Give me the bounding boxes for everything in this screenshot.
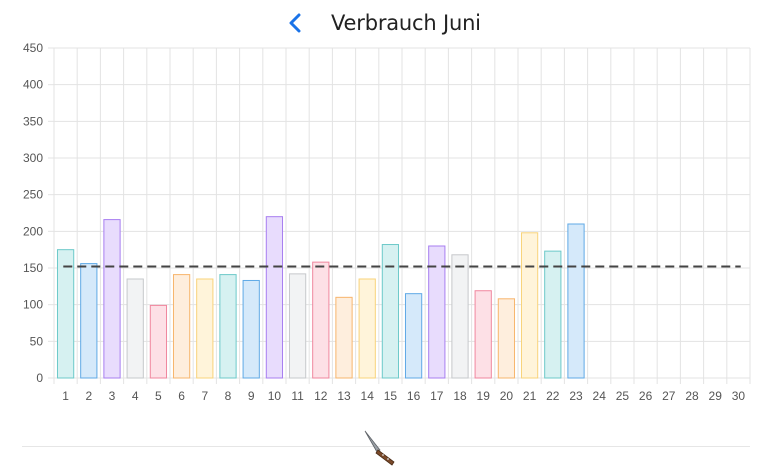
x-tick-label: 5 <box>155 389 162 403</box>
x-tick-label: 29 <box>709 389 723 403</box>
y-tick-label: 150 <box>23 261 43 275</box>
x-tick-label: 8 <box>225 389 232 403</box>
x-tick-label: 10 <box>268 389 282 403</box>
bar-day-6 <box>172 274 191 379</box>
bar-day-2 <box>80 263 98 379</box>
y-tick-label: 250 <box>23 188 43 202</box>
bar-day-14 <box>358 278 376 379</box>
bar-day-18 <box>451 254 469 379</box>
bar-day-16 <box>404 293 423 379</box>
bar-day-4 <box>126 278 144 379</box>
x-tick-label: 4 <box>132 389 139 403</box>
page-title: Verbrauch Juni <box>331 11 481 35</box>
bar-day-8 <box>219 274 237 379</box>
y-tick-label: 0 <box>36 371 43 385</box>
x-tick-label: 12 <box>314 389 328 403</box>
y-tick-label: 300 <box>23 151 43 165</box>
chevron-left-icon <box>289 13 301 33</box>
x-tick-label: 17 <box>430 389 444 403</box>
bar-day-12 <box>312 261 330 379</box>
x-tick-label: 28 <box>685 389 699 403</box>
x-tick-label: 25 <box>616 389 630 403</box>
x-tick-label: 1 <box>62 389 69 403</box>
x-tick-label: 14 <box>361 389 375 403</box>
x-tick-label: 18 <box>453 389 467 403</box>
bar-day-23 <box>567 223 585 379</box>
x-tick-label: 21 <box>523 389 537 403</box>
x-tick-label: 9 <box>248 389 255 403</box>
bar-day-22 <box>544 250 562 379</box>
bar-day-1 <box>56 249 75 379</box>
x-tick-label: 26 <box>639 389 653 403</box>
y-tick-label: 50 <box>30 334 44 348</box>
x-tick-label: 15 <box>384 389 398 403</box>
x-tick-label: 2 <box>85 389 92 403</box>
x-tick-label: 24 <box>593 389 607 403</box>
knife-icon[interactable] <box>360 428 400 473</box>
x-tick-label: 16 <box>407 389 421 403</box>
bar-day-5 <box>149 304 168 379</box>
bar-day-7 <box>196 278 214 379</box>
x-tick-label: 6 <box>178 389 185 403</box>
bar-day-11 <box>288 273 307 379</box>
bar-day-3 <box>103 219 121 379</box>
x-tick-label: 22 <box>546 389 560 403</box>
bar-day-13 <box>335 296 353 379</box>
x-tick-label: 11 <box>291 389 304 403</box>
header: Verbrauch Juni <box>0 0 783 48</box>
x-tick-label: 3 <box>109 389 116 403</box>
y-tick-label: 350 <box>23 114 43 128</box>
bar-day-9 <box>242 279 260 379</box>
x-tick-label: 13 <box>337 389 351 403</box>
x-tick-label: 20 <box>500 389 514 403</box>
bar-day-19 <box>474 290 492 379</box>
y-tick-label: 100 <box>23 298 43 312</box>
divider <box>22 446 750 447</box>
back-button[interactable] <box>283 10 307 36</box>
bar-day-21 <box>520 232 539 379</box>
bar-day-10 <box>265 216 284 379</box>
y-tick-label: 450 <box>23 41 43 55</box>
y-tick-label: 400 <box>23 78 43 92</box>
bar-day-17 <box>428 245 446 379</box>
x-tick-label: 7 <box>201 389 208 403</box>
x-tick-label: 27 <box>662 389 676 403</box>
bar-day-20 <box>497 298 516 379</box>
x-tick-label: 30 <box>732 389 746 403</box>
x-tick-label: 19 <box>477 389 491 403</box>
bar-day-15 <box>381 244 400 379</box>
y-tick-label: 200 <box>23 224 43 238</box>
x-tick-label: 23 <box>569 389 583 403</box>
